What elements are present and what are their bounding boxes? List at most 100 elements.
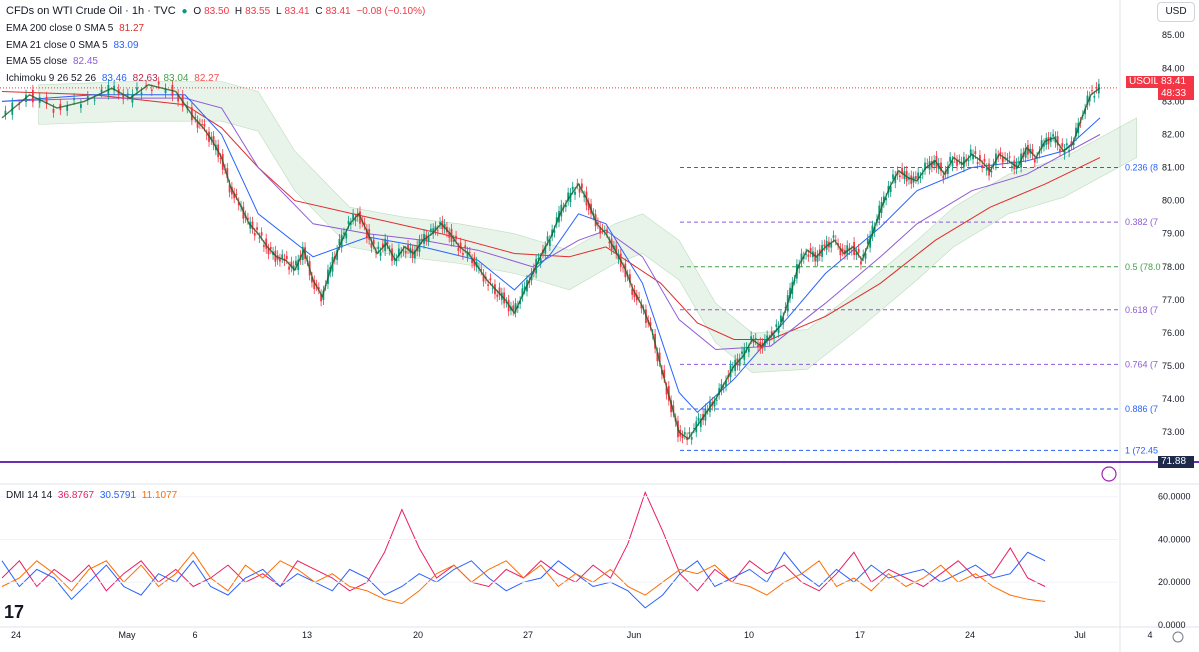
price-tick-label: 77.00	[1162, 295, 1185, 305]
ema200-value: 81.27	[119, 23, 145, 34]
candle-body	[1091, 89, 1093, 91]
candle-body	[317, 287, 320, 290]
candle-body	[439, 222, 441, 225]
candle-body	[855, 252, 858, 256]
candle-body	[693, 428, 695, 430]
candle-body	[247, 217, 249, 220]
candle-body	[212, 136, 215, 146]
ohlc-close: 83.41	[325, 6, 351, 17]
symbol-price-tag-symbol: USOIL	[1126, 76, 1163, 88]
candle-body	[434, 226, 437, 231]
fib-level-label: 0.886 (7	[1125, 404, 1158, 414]
candle-body	[459, 242, 462, 249]
candle-body	[448, 232, 451, 238]
candle-body	[372, 239, 375, 245]
price-tick-label: 73.00	[1162, 427, 1185, 437]
candle-body	[663, 369, 666, 378]
ichimoku-value-1: 83.46	[101, 73, 127, 84]
candle-body	[320, 294, 323, 302]
candle-body	[546, 236, 549, 241]
candle-body	[285, 255, 288, 260]
ema55-legend[interactable]: EMA 55 close 82.45	[6, 56, 101, 68]
status-dot-icon: ●	[181, 6, 188, 17]
candle-body	[157, 81, 160, 85]
candle-body	[263, 245, 265, 247]
candle-body	[452, 239, 455, 242]
time-tick-label: 13	[302, 630, 312, 640]
candle-body	[177, 94, 180, 102]
candle-body	[420, 238, 423, 240]
candle-body	[512, 305, 515, 311]
ema21-legend[interactable]: EMA 21 close 0 SMA 5 83.09	[6, 40, 142, 52]
candle-body	[427, 237, 430, 242]
price-tick-label: 85.00	[1162, 30, 1185, 40]
time-tick-label: 24	[965, 630, 975, 640]
time-tick-label: 17	[855, 630, 865, 640]
candle-body	[436, 230, 439, 232]
candle-body	[498, 287, 501, 296]
symbol-title[interactable]: CFDs on WTI Crude Oil · 1h · TVC	[6, 5, 176, 17]
candle-body	[1093, 96, 1096, 98]
candle-body	[539, 258, 542, 263]
dmi-tick-label: 0.0000	[1158, 620, 1186, 630]
candle-body	[322, 290, 325, 301]
candle-body	[443, 223, 446, 229]
candle-body	[1072, 142, 1075, 146]
candle-body	[649, 322, 652, 326]
time-tick-label: 4	[1147, 630, 1152, 640]
candle-body	[347, 220, 350, 224]
candle-body	[681, 435, 684, 439]
candle-body	[670, 400, 672, 413]
ema21-label: EMA 21 close 0 SMA 5	[6, 40, 108, 51]
candle-body	[281, 254, 284, 259]
price-tick-label: 76.00	[1162, 328, 1185, 338]
candle-body	[958, 159, 961, 161]
ichimoku-value-4: 82.27	[194, 73, 220, 84]
candle-body	[1052, 134, 1055, 137]
candle-body	[1063, 149, 1066, 155]
candle-body	[122, 93, 125, 100]
ichimoku-legend[interactable]: Ichimoku 9 26 52 26 83.46 82.63 83.04 82…	[6, 73, 222, 85]
candle-body	[738, 358, 741, 366]
candle-body	[889, 186, 892, 193]
ema200-legend[interactable]: EMA 200 close 0 SMA 5 81.27	[6, 23, 147, 35]
candle-body	[697, 417, 700, 421]
candle-body	[4, 110, 7, 115]
candle-body	[544, 246, 547, 254]
candle-body	[901, 167, 904, 175]
ohlc-open-label: O	[193, 6, 202, 17]
candle-body	[313, 280, 316, 290]
candle-body	[496, 294, 499, 297]
currency-selector[interactable]: USD	[1157, 2, 1195, 22]
price-tick-label: 81.00	[1162, 163, 1185, 173]
candle-body	[338, 238, 341, 246]
dmi-legend[interactable]: DMI 14 14 36.8767 30.5791 11.1077	[6, 490, 180, 502]
candle-body	[352, 213, 355, 220]
candle-body	[258, 237, 261, 239]
ema21-line	[1, 94, 1101, 414]
candle-body	[1056, 136, 1059, 146]
candle-body	[567, 192, 570, 201]
candle-body	[407, 244, 409, 250]
candle-body	[219, 158, 222, 159]
price-tick-label: 75.00	[1162, 361, 1185, 371]
price-tick-label: 82.00	[1162, 129, 1185, 139]
time-tick-label: 27	[523, 630, 533, 640]
dmi-series-line	[1, 551, 1046, 609]
candle-body	[1095, 87, 1098, 89]
candle-body	[718, 388, 721, 395]
candle-body	[1017, 161, 1020, 163]
candle-body	[136, 87, 138, 91]
fib-level-label: 0.764 (7	[1125, 359, 1158, 369]
candle-body	[432, 228, 435, 234]
candle-body	[640, 304, 643, 309]
candle-body	[860, 261, 862, 265]
candle-body	[633, 290, 636, 298]
candle-body	[839, 247, 842, 256]
candle-body	[885, 198, 888, 201]
candle-body	[480, 268, 483, 271]
fib-level-label: 0.382 (7	[1125, 217, 1158, 227]
candle-body	[608, 241, 611, 244]
bar-countdown-tag: 48:33	[1158, 88, 1194, 100]
